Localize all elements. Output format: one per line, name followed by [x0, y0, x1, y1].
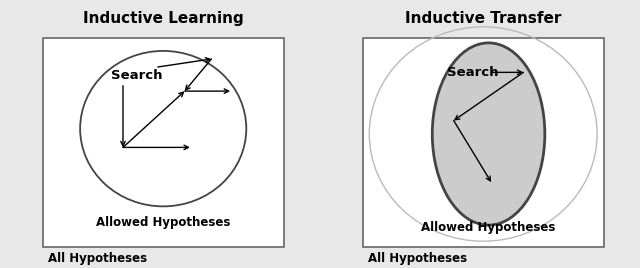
- FancyBboxPatch shape: [363, 38, 604, 247]
- Text: Inductive Learning: Inductive Learning: [83, 11, 244, 26]
- Text: Inductive Transfer: Inductive Transfer: [405, 11, 561, 26]
- Text: Allowed Hypotheses: Allowed Hypotheses: [96, 216, 230, 229]
- Text: All Hypotheses: All Hypotheses: [368, 252, 467, 265]
- Text: Allowed Hypotheses: Allowed Hypotheses: [421, 221, 556, 234]
- Text: All Hypotheses: All Hypotheses: [48, 252, 147, 265]
- Text: Search: Search: [111, 69, 162, 81]
- Text: Search: Search: [447, 66, 498, 79]
- Ellipse shape: [432, 43, 545, 225]
- FancyBboxPatch shape: [43, 38, 284, 247]
